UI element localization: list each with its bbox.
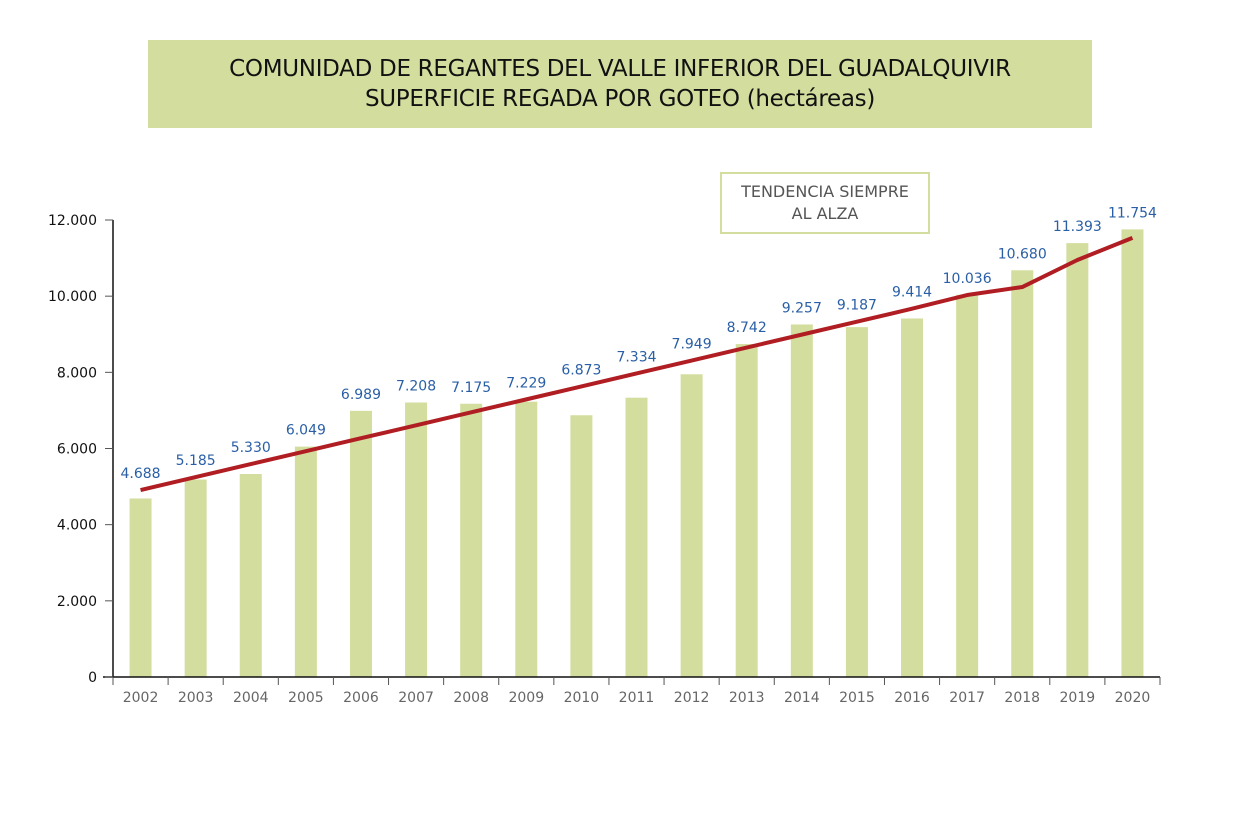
y-tick-label: 0 <box>88 670 97 686</box>
x-tick-label: 2018 <box>1004 690 1040 706</box>
bar-2017 <box>956 294 979 677</box>
x-tick-label: 2019 <box>1060 690 1096 706</box>
x-tick-label: 2016 <box>894 690 930 706</box>
chart-title-box: COMUNIDAD DE REGANTES DEL VALLE INFERIOR… <box>148 40 1092 128</box>
bar-2013 <box>735 344 758 677</box>
chart-title: COMUNIDAD DE REGANTES DEL VALLE INFERIOR… <box>229 56 1011 82</box>
x-tick-label: 2015 <box>839 690 875 706</box>
x-tick-label: 2014 <box>784 690 820 706</box>
chart-subtitle: SUPERFICIE REGADA POR GOTEO (hectáreas) <box>364 86 876 112</box>
bar-2018 <box>1011 270 1034 677</box>
x-tick-label: 2005 <box>288 690 324 706</box>
data-label: 10.680 <box>998 246 1047 262</box>
x-tick-label: 2004 <box>233 690 269 706</box>
x-tick-label: 2003 <box>178 690 214 706</box>
y-tick-label: 12.000 <box>48 213 97 229</box>
bar-2020 <box>1121 229 1144 677</box>
bar-2019 <box>1066 243 1089 677</box>
x-tick-label: 2013 <box>729 690 765 706</box>
bar-2011 <box>625 397 648 677</box>
data-label: 7.208 <box>396 378 436 394</box>
y-tick-label: 8.000 <box>57 365 97 381</box>
data-label: 7.229 <box>506 375 546 391</box>
annotation-line-2: AL ALZA <box>791 204 859 223</box>
y-tick-label: 6.000 <box>57 442 97 458</box>
data-label: 6.989 <box>341 387 381 403</box>
data-label: 9.414 <box>892 285 932 301</box>
data-label: 9.187 <box>837 298 877 314</box>
bar-2008 <box>460 403 483 677</box>
x-tick-label: 2002 <box>123 690 159 706</box>
x-tick-label: 2012 <box>674 690 710 706</box>
annotation-box: TENDENCIA SIEMPRE AL ALZA <box>720 172 930 234</box>
x-tick-label: 2010 <box>564 690 600 706</box>
data-label: 6.049 <box>286 423 326 439</box>
data-label: 10.036 <box>943 271 992 287</box>
x-tick-label: 2017 <box>949 690 985 706</box>
bar-2006 <box>349 410 372 677</box>
bar-2003 <box>184 479 207 677</box>
bar-2014 <box>790 324 813 677</box>
data-label: 11.754 <box>1108 205 1157 221</box>
bar-2010 <box>570 415 593 677</box>
bar-2012 <box>680 374 703 677</box>
data-label: 5.330 <box>231 440 271 456</box>
bar-2016 <box>901 318 924 677</box>
data-label: 7.334 <box>616 349 656 365</box>
data-label: 4.688 <box>121 466 161 482</box>
bar-2002 <box>129 498 152 677</box>
data-label: 8.742 <box>727 320 767 336</box>
x-tick-label: 2006 <box>343 690 379 706</box>
x-tick-label: 2009 <box>508 690 544 706</box>
bar-2015 <box>845 327 868 677</box>
data-label: 7.949 <box>672 337 712 353</box>
x-tick-label: 2020 <box>1115 690 1151 706</box>
data-label: 9.257 <box>782 300 822 316</box>
y-tick-label: 4.000 <box>57 518 97 534</box>
bar-2009 <box>515 401 538 677</box>
x-tick-label: 2007 <box>398 690 434 706</box>
bar-2005 <box>294 446 317 677</box>
y-tick-label: 2.000 <box>57 594 97 610</box>
bar-2007 <box>405 402 428 677</box>
y-tick-label: 10.000 <box>48 289 97 305</box>
annotation-line-1: TENDENCIA SIEMPRE <box>741 182 909 201</box>
x-tick-label: 2011 <box>619 690 655 706</box>
data-label: 7.175 <box>451 380 491 396</box>
data-label: 6.873 <box>561 362 601 378</box>
trend-line <box>140 236 1134 492</box>
data-label: 11.393 <box>1053 219 1102 235</box>
data-label: 5.185 <box>176 453 216 469</box>
x-tick-label: 2008 <box>453 690 489 706</box>
bar-2004 <box>239 474 262 677</box>
